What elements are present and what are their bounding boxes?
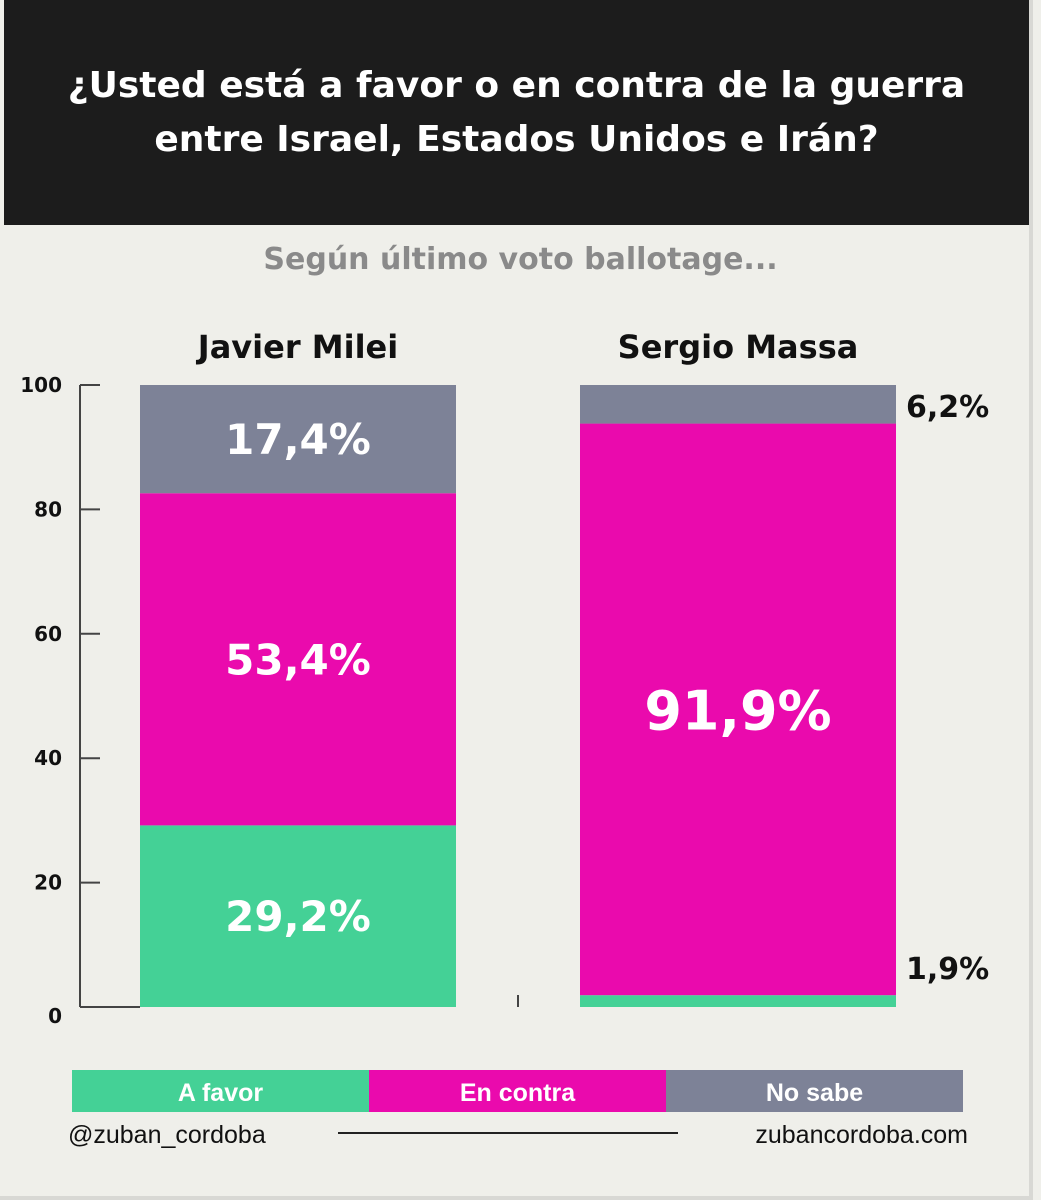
chart-subtitle: Según último voto ballotage...: [263, 242, 778, 277]
chart-title: ¿Usted está a favor o en contra de la gu…: [67, 64, 966, 160]
category-label: Sergio Massa: [618, 328, 859, 366]
y-tick-label: 0: [48, 1004, 62, 1028]
y-tick-label: 40: [34, 746, 62, 770]
y-tick-label: 20: [34, 871, 62, 895]
title-banner: ¿Usted está a favor o en contra de la gu…: [4, 0, 1029, 225]
bar-segment: [580, 385, 896, 424]
legend-label: A favor: [178, 1079, 263, 1107]
bar-segment: [580, 423, 896, 996]
legend-label: En contra: [460, 1079, 576, 1107]
footer-website: zubancordoba.com: [755, 1121, 968, 1149]
bar-segment: [140, 385, 456, 494]
bar-segment: [580, 995, 896, 1007]
bar-segment: [140, 825, 456, 1007]
y-tick-label: 80: [34, 497, 62, 521]
footer-handle: @zuban_cordoba: [68, 1121, 266, 1149]
legend-swatch: [72, 1070, 369, 1112]
y-tick-label: 100: [20, 373, 62, 397]
data-label: 53,4%: [225, 635, 371, 684]
category-label: Javier Milei: [196, 328, 398, 366]
data-label: 17,4%: [225, 415, 371, 464]
y-tick-label: 60: [34, 622, 62, 646]
data-label: 6,2%: [906, 390, 989, 425]
legend-swatch: [369, 1070, 666, 1112]
legend-swatch: [666, 1070, 963, 1112]
data-label: 91,9%: [644, 679, 831, 742]
data-label: 29,2%: [225, 892, 371, 941]
data-label: 1,9%: [906, 952, 989, 987]
legend-label: No sabe: [766, 1079, 863, 1107]
bar-segment: [140, 493, 456, 826]
